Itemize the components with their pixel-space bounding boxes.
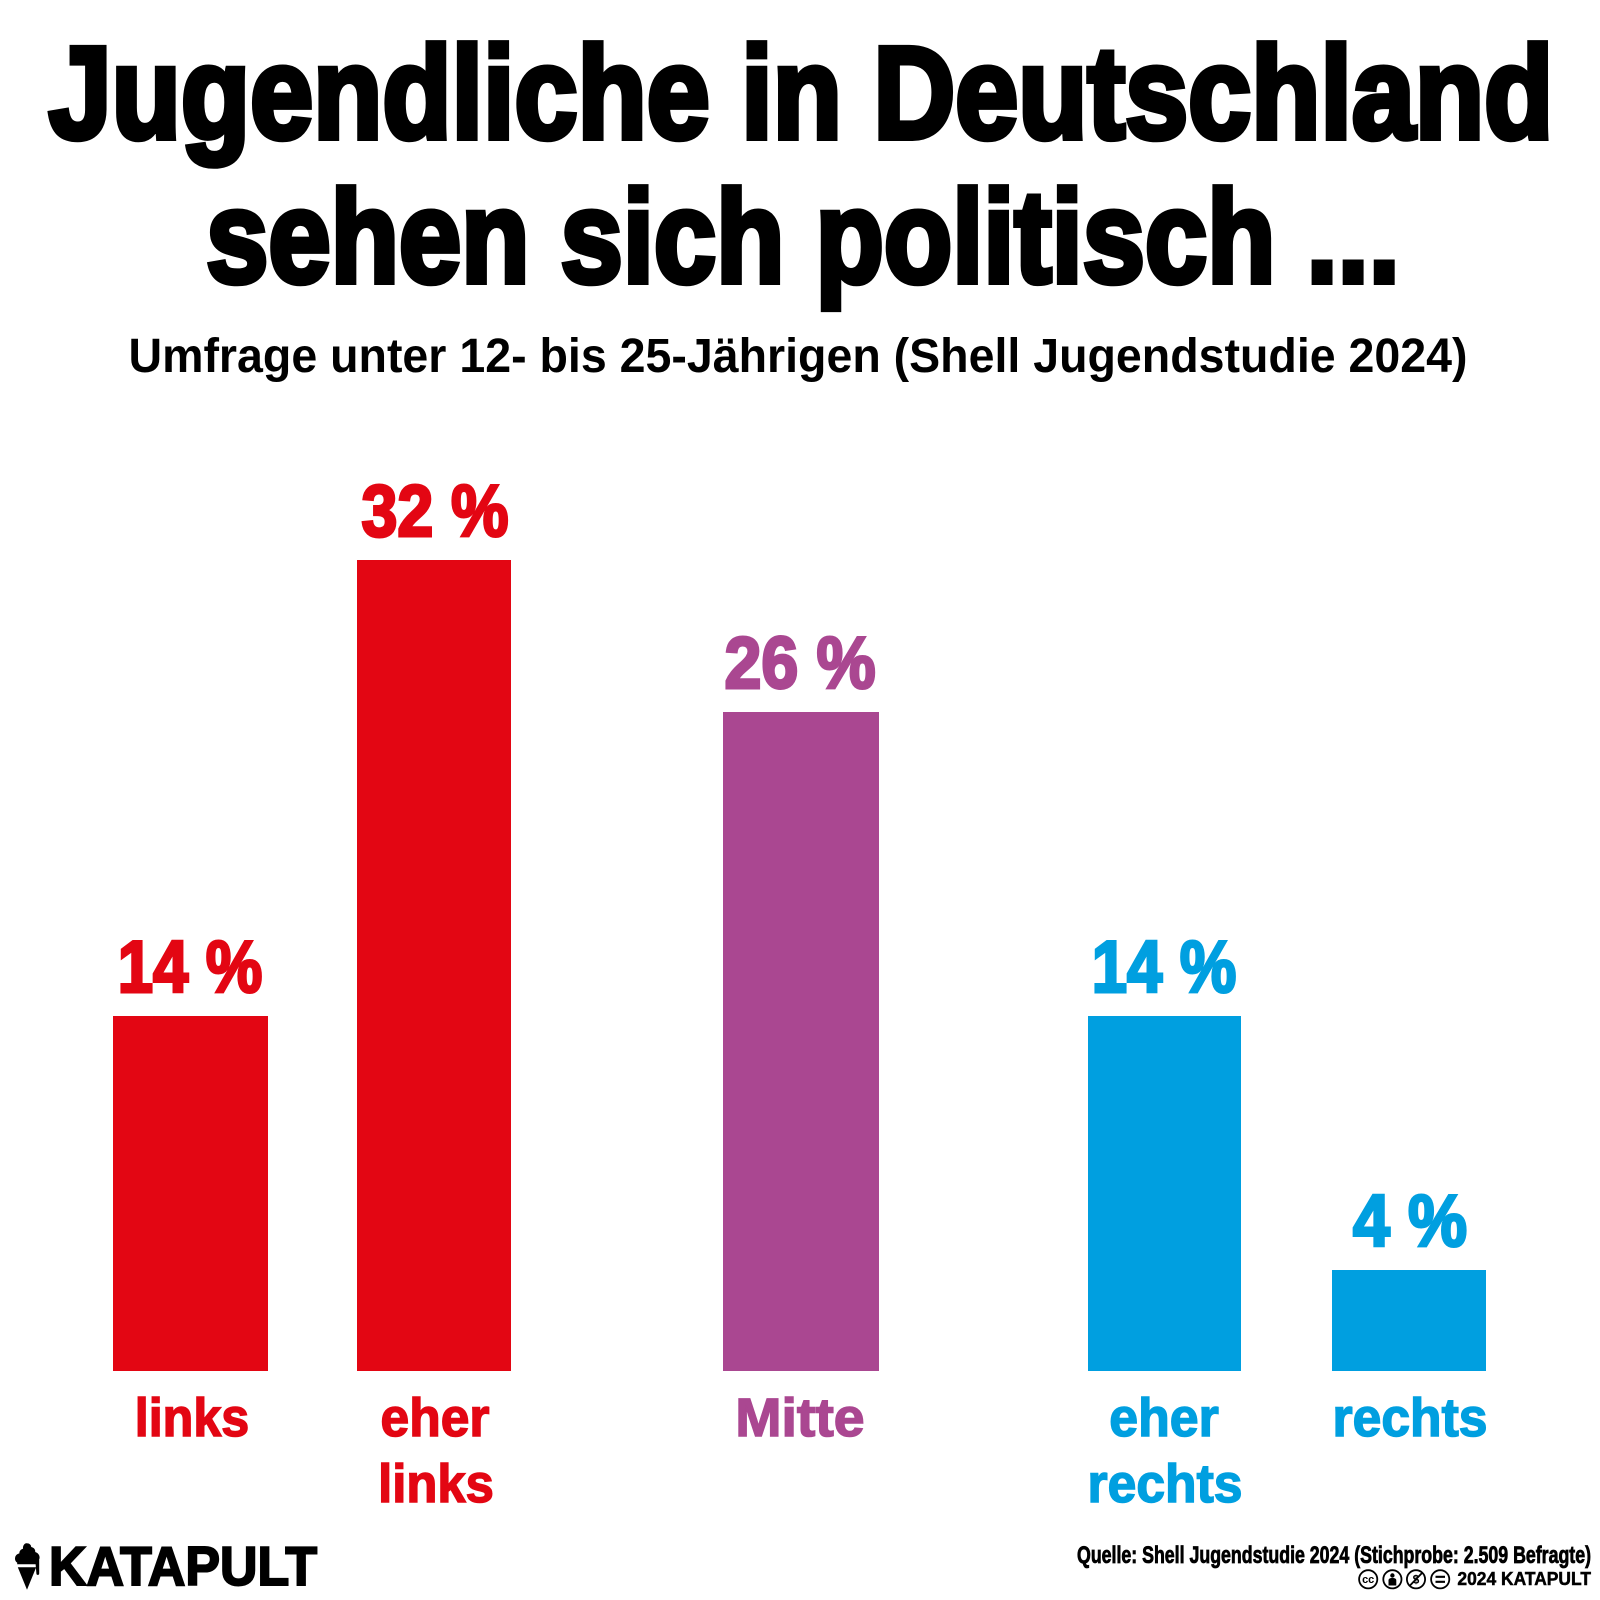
svg-text:cc: cc (1362, 1574, 1374, 1586)
